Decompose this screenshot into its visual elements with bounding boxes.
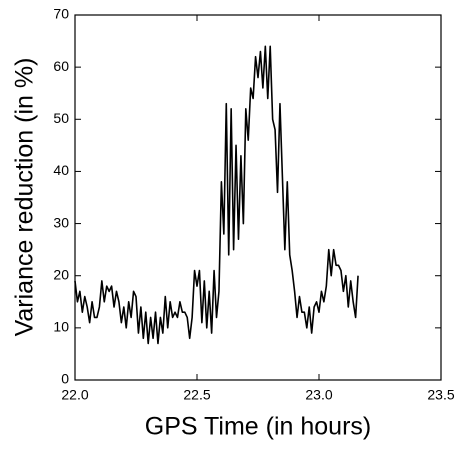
y-tick-label: 10 [53,319,69,335]
x-tick-label: 22.0 [61,387,88,403]
x-tick-label: 22.5 [183,387,210,403]
y-tick-label: 20 [53,266,69,282]
y-tick-label: 50 [53,110,69,126]
y-tick-label: 40 [53,162,69,178]
x-tick-label: 23.0 [305,387,332,403]
y-tick-label: 70 [53,6,69,22]
data-line [74,45,359,345]
y-axis-label: Variance reduction (in %) [11,58,39,337]
plot-frame [74,14,442,381]
y-tick-label: 0 [61,371,69,387]
x-axis-label: GPS Time (in hours) [145,413,371,441]
y-tick-label: 60 [53,58,69,74]
x-tick-label: 23.5 [427,387,454,403]
y-tick-label: 30 [53,214,69,230]
